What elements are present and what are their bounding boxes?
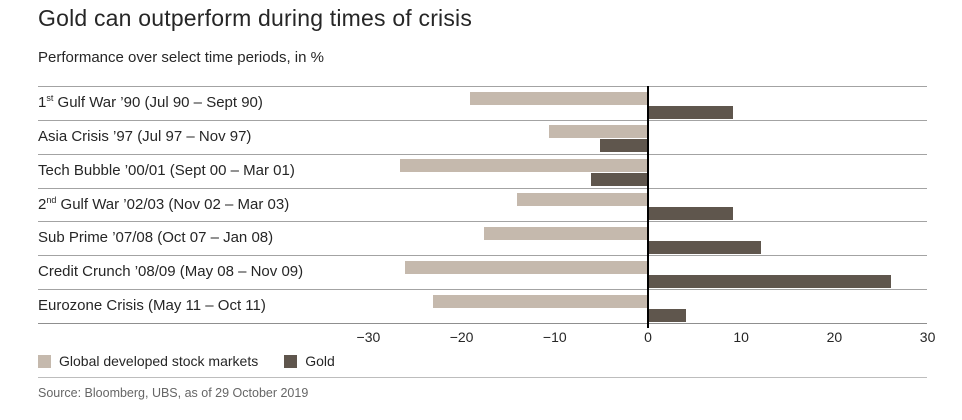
legend-swatch bbox=[38, 354, 51, 368]
bar-stock-markets bbox=[516, 193, 647, 207]
bar-stock-markets bbox=[469, 91, 647, 105]
row-separator bbox=[38, 119, 927, 121]
x-tick-label: −30 bbox=[356, 329, 381, 345]
row-label: 1st Gulf War ’90 (Jul 90 – Sept 90) bbox=[38, 92, 263, 111]
legend-item: Gold bbox=[284, 353, 335, 369]
bar-stock-markets bbox=[432, 294, 647, 308]
bar-gold bbox=[649, 274, 892, 288]
bar-gold bbox=[649, 308, 687, 322]
x-axis-line bbox=[38, 323, 927, 324]
legend-item: Global developed stock markets bbox=[38, 353, 258, 369]
bar-gold bbox=[600, 139, 647, 153]
source-text: Source: Bloomberg, UBS, as of 29 October… bbox=[38, 386, 309, 400]
row-label: Sub Prime ’07/08 (Oct 07 – Jan 08) bbox=[38, 229, 274, 247]
legend-label: Gold bbox=[305, 353, 335, 369]
row-separator bbox=[38, 187, 927, 189]
x-tick-label: 0 bbox=[644, 329, 652, 345]
zero-baseline bbox=[647, 86, 649, 328]
x-tick-label: −20 bbox=[449, 329, 474, 345]
bar-stock-markets bbox=[400, 159, 647, 173]
ordinal-superscript: st bbox=[46, 92, 54, 103]
bar-stock-markets bbox=[483, 226, 647, 240]
bar-gold bbox=[649, 240, 761, 254]
row-label: Asia Crisis ’97 (Jul 97 – Nov 97) bbox=[38, 127, 252, 145]
chart-title: Gold can outperform during times of cris… bbox=[38, 5, 473, 31]
row-label: Credit Crunch ’08/09 (May 08 – Nov 09) bbox=[38, 263, 304, 281]
x-tick-label: 20 bbox=[826, 329, 843, 345]
bar-stock-markets bbox=[404, 260, 647, 274]
row-separator bbox=[38, 255, 927, 257]
x-tick-label: 10 bbox=[733, 329, 749, 345]
source-divider bbox=[38, 377, 927, 378]
row-separator bbox=[38, 153, 927, 155]
row-separator bbox=[38, 86, 927, 87]
legend: Global developed stock markets Gold bbox=[38, 353, 361, 369]
row-label: Eurozone Crisis (May 11 – Oct 11) bbox=[38, 297, 266, 315]
bar-gold bbox=[649, 207, 733, 221]
bar-stock-markets bbox=[549, 125, 647, 139]
row-separator bbox=[38, 289, 927, 291]
bar-gold bbox=[649, 105, 733, 119]
legend-label: Global developed stock markets bbox=[59, 353, 259, 369]
row-label: 2nd Gulf War ’02/03 (Nov 02 – Mar 03) bbox=[38, 194, 290, 213]
row-separator bbox=[38, 221, 927, 223]
legend-swatch bbox=[284, 354, 298, 368]
x-tick-label: −10 bbox=[542, 329, 567, 345]
chart-subtitle: Performance over select time periods, in… bbox=[38, 49, 324, 66]
ordinal-superscript: nd bbox=[46, 194, 57, 205]
bar-gold bbox=[591, 173, 647, 187]
x-tick-label: 30 bbox=[919, 329, 936, 345]
row-label: Tech Bubble ’00/01 (Sept 00 – Mar 01) bbox=[38, 161, 295, 179]
